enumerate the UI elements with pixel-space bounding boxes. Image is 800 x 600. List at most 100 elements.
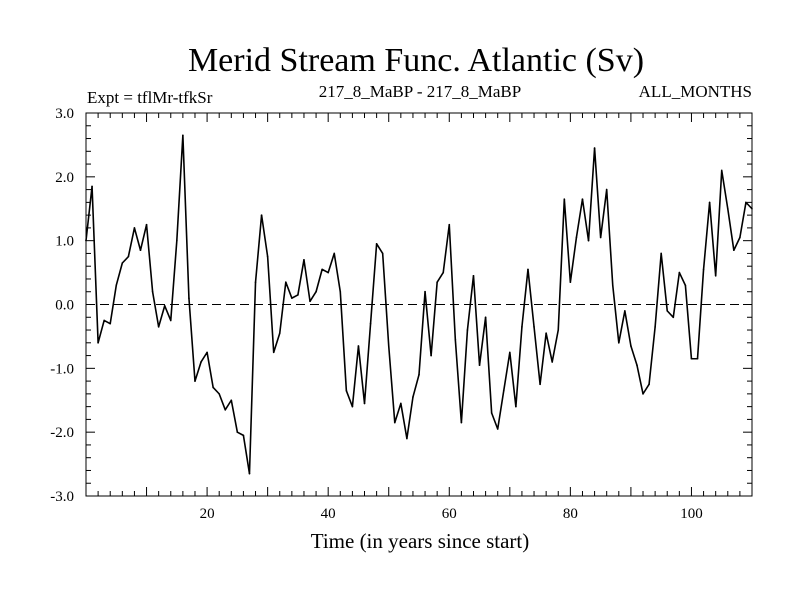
data-point (85, 239, 87, 242)
data-point (139, 249, 142, 252)
data-point (218, 393, 220, 395)
data-point (260, 214, 263, 216)
data-point (357, 345, 360, 347)
data-point (581, 198, 584, 200)
data-point (333, 252, 336, 255)
data-point (339, 290, 342, 293)
data-point (321, 268, 323, 271)
y-tick-label: -2.0 (50, 425, 74, 441)
data-point (563, 198, 566, 200)
data-point (363, 402, 366, 405)
data-point (666, 310, 669, 312)
experiment-label: Expt = tflMr-tfkSr (87, 88, 213, 107)
data-point (442, 271, 445, 274)
data-point (169, 319, 172, 322)
data-point (557, 329, 560, 331)
data-point (91, 185, 93, 188)
data-point (230, 399, 233, 402)
data-point (400, 402, 402, 405)
data-point (533, 326, 535, 328)
data-point (702, 268, 705, 271)
data-point (163, 304, 166, 307)
y-tick-label: 3.0 (55, 106, 74, 122)
data-point (285, 281, 287, 283)
data-point (406, 437, 408, 440)
data-point (121, 262, 124, 264)
y-tick-label: 1.0 (55, 234, 74, 250)
data-point (745, 201, 747, 204)
series-layer (85, 134, 753, 475)
data-point (739, 236, 741, 239)
x-axis-label: Time (in years since start) (311, 529, 530, 553)
data-point (611, 284, 614, 287)
y-tick-label: -3.0 (50, 489, 74, 505)
data-point (672, 316, 675, 319)
data-point (708, 201, 711, 204)
data-point (115, 284, 118, 287)
data-point (206, 351, 208, 354)
data-point (605, 188, 608, 191)
data-point (291, 297, 293, 299)
data-point (297, 294, 299, 296)
data-point (599, 236, 602, 239)
data-point (484, 316, 487, 319)
data-point (618, 342, 620, 344)
data-point (103, 319, 105, 322)
data-point (642, 393, 644, 395)
data-point (472, 274, 475, 277)
data-point (127, 255, 130, 258)
x-tick-label: 100 (680, 506, 703, 522)
data-point (266, 255, 269, 258)
data-point (678, 271, 681, 274)
data-point (539, 383, 541, 386)
data-point (345, 389, 348, 392)
data-point (224, 409, 227, 411)
data-point (212, 386, 214, 389)
data-point (436, 281, 438, 283)
data-point (696, 357, 699, 360)
x-tick-label: 20 (200, 506, 215, 522)
data-point (315, 290, 317, 293)
data-point (188, 297, 190, 299)
data-point (751, 207, 753, 210)
data-point (684, 284, 687, 287)
data-point (654, 326, 656, 328)
data-point (509, 351, 511, 354)
data-point (109, 322, 112, 325)
data-point (714, 274, 717, 277)
data-point (545, 332, 547, 335)
data-point (460, 421, 463, 424)
data-point (527, 268, 529, 271)
x-tick-label: 80 (563, 506, 578, 522)
y-tick-label: 0.0 (55, 298, 74, 314)
data-point (176, 239, 178, 242)
data-point (521, 326, 523, 328)
data-point (369, 322, 372, 325)
data-point (569, 281, 572, 283)
data-point (303, 259, 305, 261)
data-point (278, 332, 281, 335)
data-point (424, 290, 426, 293)
ticks: 20 40 60 80 100 -3.0 -2.0 -1.0 0.0 1.0 2.0 3.0 (50, 106, 752, 522)
data-point (248, 472, 251, 475)
data-point (145, 223, 148, 226)
data-point (393, 421, 396, 424)
data-point (490, 412, 493, 414)
data-point (412, 396, 414, 398)
data-point (381, 252, 384, 255)
x-tick-label: 40 (321, 506, 336, 522)
data-point (624, 310, 626, 312)
period-label: 217_8_MaBP - 217_8_MaBP (319, 82, 521, 101)
data-point (636, 364, 638, 366)
data-point (133, 227, 136, 229)
chart-title: Merid Stream Func. Atlantic (Sv) (188, 42, 644, 79)
data-point (448, 223, 451, 226)
data-point (254, 281, 257, 283)
y-tick-label: 2.0 (55, 170, 74, 186)
data-point (327, 271, 329, 274)
data-point (454, 338, 457, 341)
data-point (157, 326, 160, 328)
data-point (733, 249, 735, 252)
data-point (660, 252, 662, 255)
